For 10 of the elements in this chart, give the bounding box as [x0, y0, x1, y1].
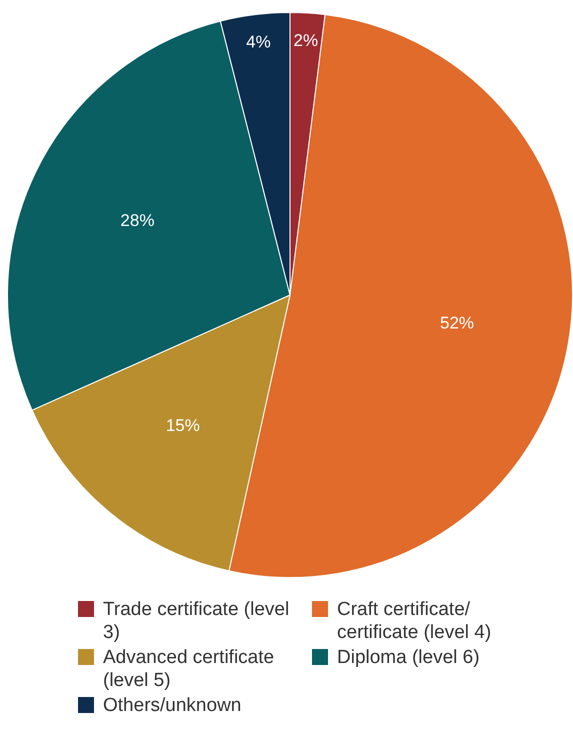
- data-label: 28%: [120, 210, 154, 230]
- data-label: 52%: [440, 314, 474, 333]
- data-label: 4%: [246, 32, 271, 52]
- legend-label: Craft certificate/ certificate (level 4): [337, 598, 492, 644]
- legend-label: Diploma (level 6): [337, 646, 480, 669]
- data-label: 2%: [294, 30, 318, 50]
- legend-label: Advanced certificate (level 5): [103, 646, 276, 692]
- data-label: 15%: [166, 416, 200, 436]
- legend-label: Trade certificate (level 3): [103, 598, 290, 644]
- legend-label: Others/unknown: [103, 694, 242, 717]
